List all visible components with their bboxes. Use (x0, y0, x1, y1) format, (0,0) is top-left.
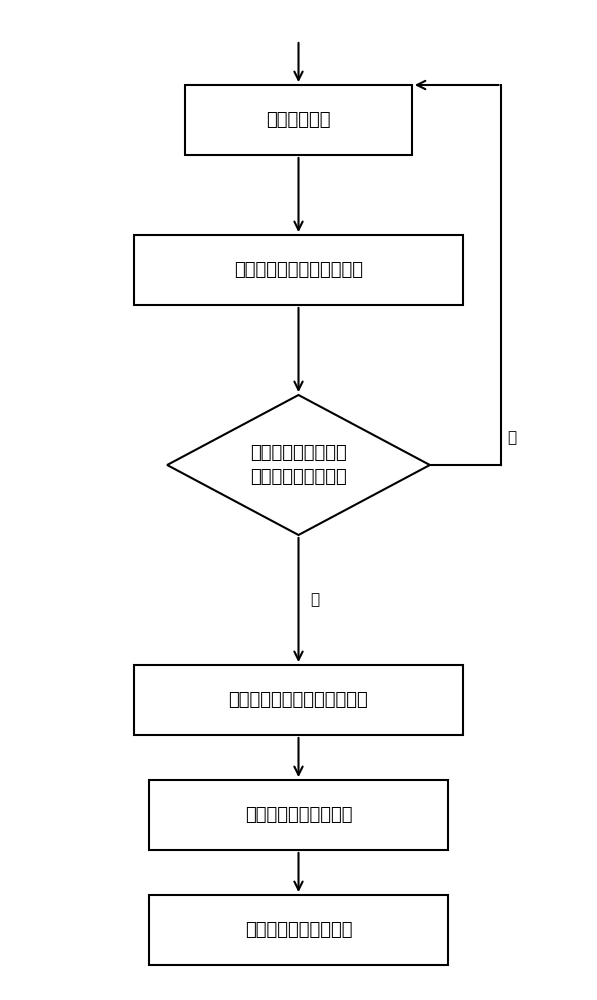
Text: 确定两车冲突消解策略: 确定两车冲突消解策略 (245, 806, 352, 824)
FancyBboxPatch shape (185, 85, 412, 155)
Text: 两车到达冲突域的相
隔时间大于时间阈值: 两车到达冲突域的相 隔时间大于时间阈值 (250, 444, 347, 486)
FancyBboxPatch shape (134, 235, 463, 305)
Text: 优化两车冲突消解策略: 优化两车冲突消解策略 (245, 921, 352, 939)
Text: 是: 是 (310, 592, 319, 607)
Text: 确定两车到达冲突域的优先级: 确定两车到达冲突域的优先级 (229, 691, 368, 709)
Text: 预测两车到达冲突域的时间: 预测两车到达冲突域的时间 (234, 261, 363, 279)
Polygon shape (167, 395, 430, 535)
FancyBboxPatch shape (149, 895, 448, 965)
Text: 否: 否 (507, 430, 516, 445)
FancyBboxPatch shape (149, 780, 448, 850)
FancyBboxPatch shape (134, 665, 463, 735)
Text: 采集两车信息: 采集两车信息 (266, 111, 331, 129)
